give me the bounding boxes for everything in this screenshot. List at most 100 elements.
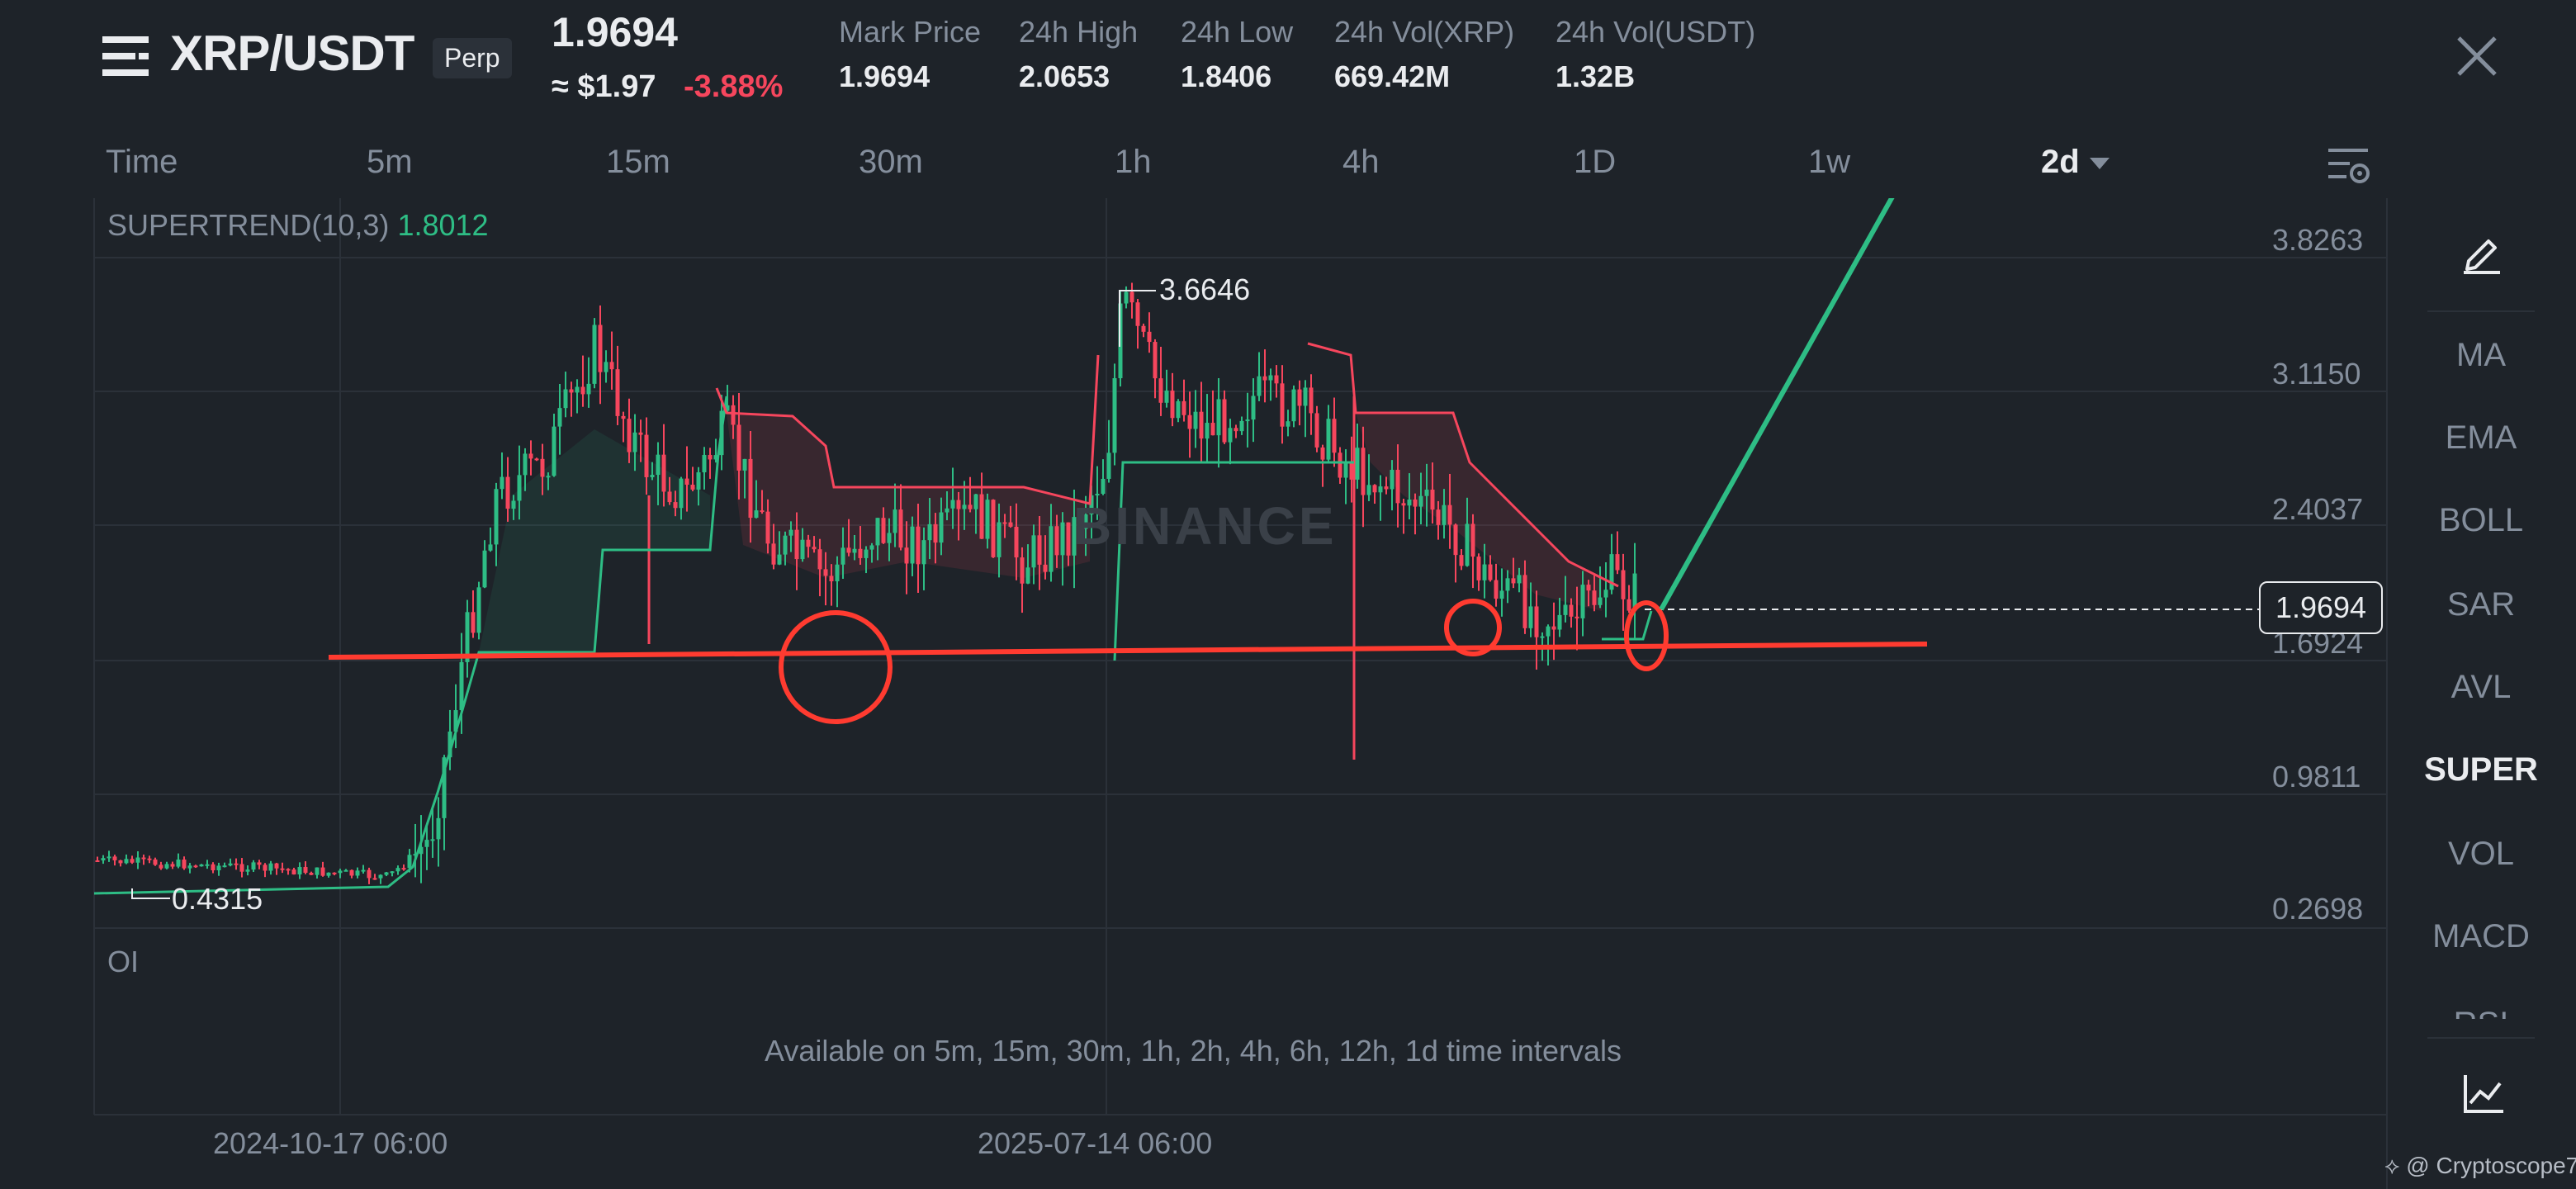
interval-1w[interactable]: 1w [1808, 144, 1851, 180]
candle-body [1112, 378, 1117, 453]
candle-body [1349, 462, 1354, 480]
candle-body [528, 453, 533, 459]
menu-icon[interactable] [102, 33, 149, 79]
candle-body [199, 864, 204, 867]
candle-body [239, 864, 244, 872]
candle-body [164, 864, 169, 869]
candle-body [1522, 575, 1527, 628]
candle-body [1338, 452, 1342, 478]
candle-body [1187, 414, 1192, 429]
candle-body [257, 862, 262, 865]
candle-body [1176, 400, 1181, 419]
candle-body [112, 856, 117, 860]
interval-5m[interactable]: 5m [367, 144, 413, 180]
candle-body [424, 840, 429, 847]
candle-body [1083, 514, 1088, 529]
candle-body [332, 872, 337, 874]
candle-body [1534, 606, 1539, 637]
candle-body [656, 454, 661, 476]
candle-body [1465, 523, 1470, 566]
candle-body [679, 478, 684, 509]
candle-body [1031, 535, 1036, 568]
stat-24h-vol-usdt: 24h Vol(USDT) 1.32B [1556, 15, 1755, 94]
toolbar-divider [2427, 310, 2535, 312]
candle-body [939, 512, 944, 543]
close-icon[interactable] [2454, 33, 2500, 79]
candle-body [1511, 578, 1516, 584]
candle-body [1222, 399, 1227, 443]
candle-body [1020, 557, 1025, 584]
toolbar-vol[interactable]: VOL [2447, 836, 2515, 872]
price-change: -3.88% [684, 69, 784, 104]
candle-body [1569, 604, 1574, 617]
candle-body [471, 612, 476, 633]
interval-1d[interactable]: 1D [1574, 144, 1617, 180]
candle-body [748, 458, 753, 519]
candle-body [274, 863, 279, 869]
candle-body [1378, 486, 1383, 493]
selected-interval-label: 2d [2041, 144, 2080, 180]
stat-24h-vol-xrp: 24h Vol(XRP) 669.42M [1334, 15, 1514, 94]
toolbar-sar[interactable]: SAR [2446, 586, 2516, 623]
toolbar-boll[interactable]: BOLL [2438, 502, 2524, 538]
toolbar-macd[interactable]: MACD [2432, 918, 2530, 955]
price-chart[interactable] [0, 198, 2386, 1189]
candle-body [1627, 599, 1631, 611]
candle-body [898, 509, 903, 548]
interval-4h[interactable]: 4h [1342, 144, 1380, 180]
pair-title[interactable]: XRP/USDT [170, 26, 414, 81]
candle-body [783, 535, 788, 555]
candle-body [1459, 555, 1464, 566]
candle-body [580, 386, 585, 395]
chart-settings-icon[interactable] [2325, 142, 2371, 188]
candle-body [1332, 419, 1337, 453]
indicator-label[interactable]: SUPERTREND(10,3) 1.8012 [107, 208, 489, 243]
candle-body [1199, 411, 1204, 439]
candle-body [788, 529, 793, 536]
supertrend-lines [93, 290, 2259, 899]
interval-1h[interactable]: 1h [1115, 144, 1152, 180]
candle-body [1436, 509, 1441, 525]
chevron-down-icon [2089, 158, 2110, 170]
candle-body [1147, 331, 1152, 343]
interval-30m[interactable]: 30m [859, 144, 923, 180]
interval-15m[interactable]: 15m [606, 144, 670, 180]
candle-body [1297, 389, 1302, 406]
candle-body [355, 870, 360, 876]
candle-body [644, 434, 649, 477]
candle-body [349, 869, 354, 876]
candle-body [1239, 420, 1244, 432]
candle-body [945, 508, 949, 513]
candle-body [511, 500, 516, 509]
interval-time[interactable]: Time [106, 144, 178, 180]
candle-body [1228, 428, 1233, 443]
candle-body [488, 544, 493, 551]
candle-body [1210, 423, 1215, 436]
candle-body [962, 504, 967, 509]
candle-body [841, 547, 845, 565]
toolbar-rsi-partial[interactable]: RSI [2386, 999, 2576, 1019]
chart-type-icon[interactable] [2462, 1072, 2505, 1115]
price-axis-label: 2.4037 [2272, 492, 2364, 526]
pencil-icon[interactable] [2460, 231, 2503, 274]
candle-body [153, 859, 158, 865]
toolbar-ema[interactable]: EMA [2445, 419, 2517, 456]
candle-body [1129, 291, 1134, 303]
stat-label: 24h High [1019, 15, 1139, 49]
candle-body [540, 458, 545, 477]
interval-selected[interactable]: 2d [2041, 144, 2110, 181]
candle-body [592, 324, 597, 384]
candle-body [1164, 391, 1169, 403]
candle-body [234, 863, 239, 865]
toolbar-avl[interactable]: AVL [2451, 669, 2512, 705]
candle-body [864, 549, 869, 558]
candle-body [736, 424, 741, 471]
candle-body [442, 757, 447, 818]
candle-body [1401, 503, 1406, 506]
support-line [328, 642, 1928, 660]
toolbar-super[interactable]: SUPER [2424, 751, 2538, 788]
candle-body [367, 869, 372, 879]
candle-body [1505, 578, 1510, 591]
projection-line [1659, 198, 1895, 611]
toolbar-ma[interactable]: MA [2456, 337, 2506, 373]
